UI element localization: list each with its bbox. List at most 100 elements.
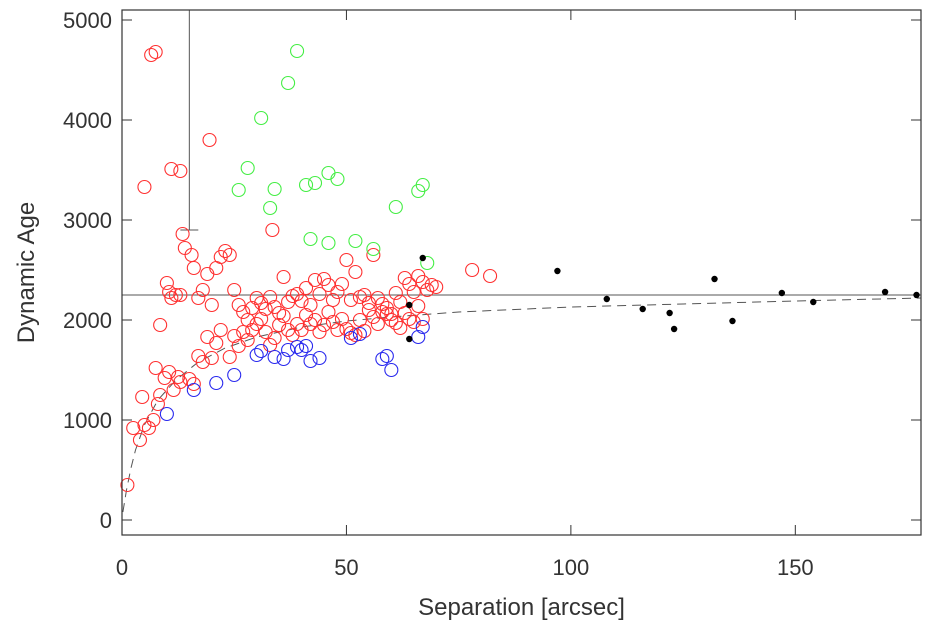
data-point-black [913,291,920,299]
axis-ticks: 0 50 100 150 0 1000 2000 3000 4000 5000 [63,8,921,580]
data-point-red [258,301,273,317]
data-point-red [173,287,188,303]
data-point-red [307,312,323,328]
data-point-red [357,323,372,339]
data-point-red [294,293,309,309]
data-point-black [881,288,889,296]
data-point-blue [276,351,291,367]
data-point-red [213,322,228,338]
data-point-red [393,294,408,310]
data-point-black [670,325,678,333]
data-point-green [254,110,269,126]
data-point-red [384,312,399,328]
y-axis-title: Dynamic Age [13,202,40,343]
data-point-red [164,290,179,306]
data-point-red [148,360,163,376]
data-point-green [348,233,363,249]
series-blue [159,319,430,422]
data-point-red [298,280,314,296]
data-point-green [281,75,296,91]
data-point-black [603,295,610,303]
y-tick-label: 5000 [63,8,112,33]
series-red [120,44,498,493]
x-tick-label: 100 [553,555,590,580]
data-point-blue [352,326,367,342]
x-tick-label: 150 [777,555,814,580]
data-point-red [132,432,148,448]
data-point-red [202,132,217,148]
data-point-blue [209,375,224,391]
data-point-red [334,311,349,327]
data-point-black [406,301,413,309]
data-point-green [240,160,255,176]
data-point-red [393,320,408,336]
data-point-red [162,364,177,380]
series-black [406,254,920,343]
data-point-red [164,161,179,177]
data-point-red [357,287,372,303]
y-tick-label: 0 [100,508,112,533]
data-point-red [339,252,354,268]
data-point-green [303,231,318,247]
data-point-blue [290,339,305,355]
data-point-red [144,47,159,63]
data-point-red [361,302,376,318]
data-point-blue [312,350,327,366]
data-point-green [307,175,323,191]
data-point-green [415,177,430,193]
data-point-red [388,315,403,331]
data-point-red [265,222,280,238]
data-point-red [195,282,210,298]
data-point-red [168,287,183,303]
data-point-black [406,335,413,343]
data-point-blue [415,319,430,335]
data-point-black [666,309,673,317]
data-point-red [330,284,345,300]
data-point-red [375,296,390,312]
data-point-black [810,298,817,306]
data-point-red [218,243,233,259]
data-point-red [236,324,251,340]
data-point-red [137,179,152,195]
data-point-black [554,267,561,275]
data-point-red [240,312,255,328]
data-point-red [186,376,201,392]
data-point-black [419,254,426,262]
data-point-black [729,317,736,325]
data-point-red [186,260,201,276]
data-point-red [348,327,363,343]
data-point-blue [254,343,269,359]
data-point-red [272,317,287,333]
data-point-green [298,177,314,193]
x-tick-label: 50 [334,555,358,580]
data-point-red [204,350,219,366]
y-tick-label: 4000 [63,108,112,133]
y-tick-label: 2000 [63,308,112,333]
data-point-blue [186,382,201,398]
data-point-green [321,235,336,251]
data-point-green [290,43,305,59]
data-point-red [312,286,327,302]
data-point-green [231,182,246,198]
data-point-red [126,420,141,436]
data-point-red [222,247,237,263]
data-point-green [366,241,381,257]
data-point-blue [159,406,174,422]
data-point-red [415,274,430,290]
data-point-red [415,311,430,327]
data-point-red [135,389,150,405]
data-point-green [388,199,403,215]
data-point-red [195,354,210,370]
data-point-red [406,314,421,330]
data-point-red [240,332,255,348]
data-point-red [204,297,219,313]
data-point-red [162,284,177,300]
data-point-red [370,316,385,332]
data-point-red [227,282,242,298]
data-point-red [429,279,444,295]
x-axis-title: Separation [arcsec] [418,594,625,621]
data-point-red [325,292,341,308]
data-point-red [334,276,349,292]
data-point-red [276,308,291,324]
